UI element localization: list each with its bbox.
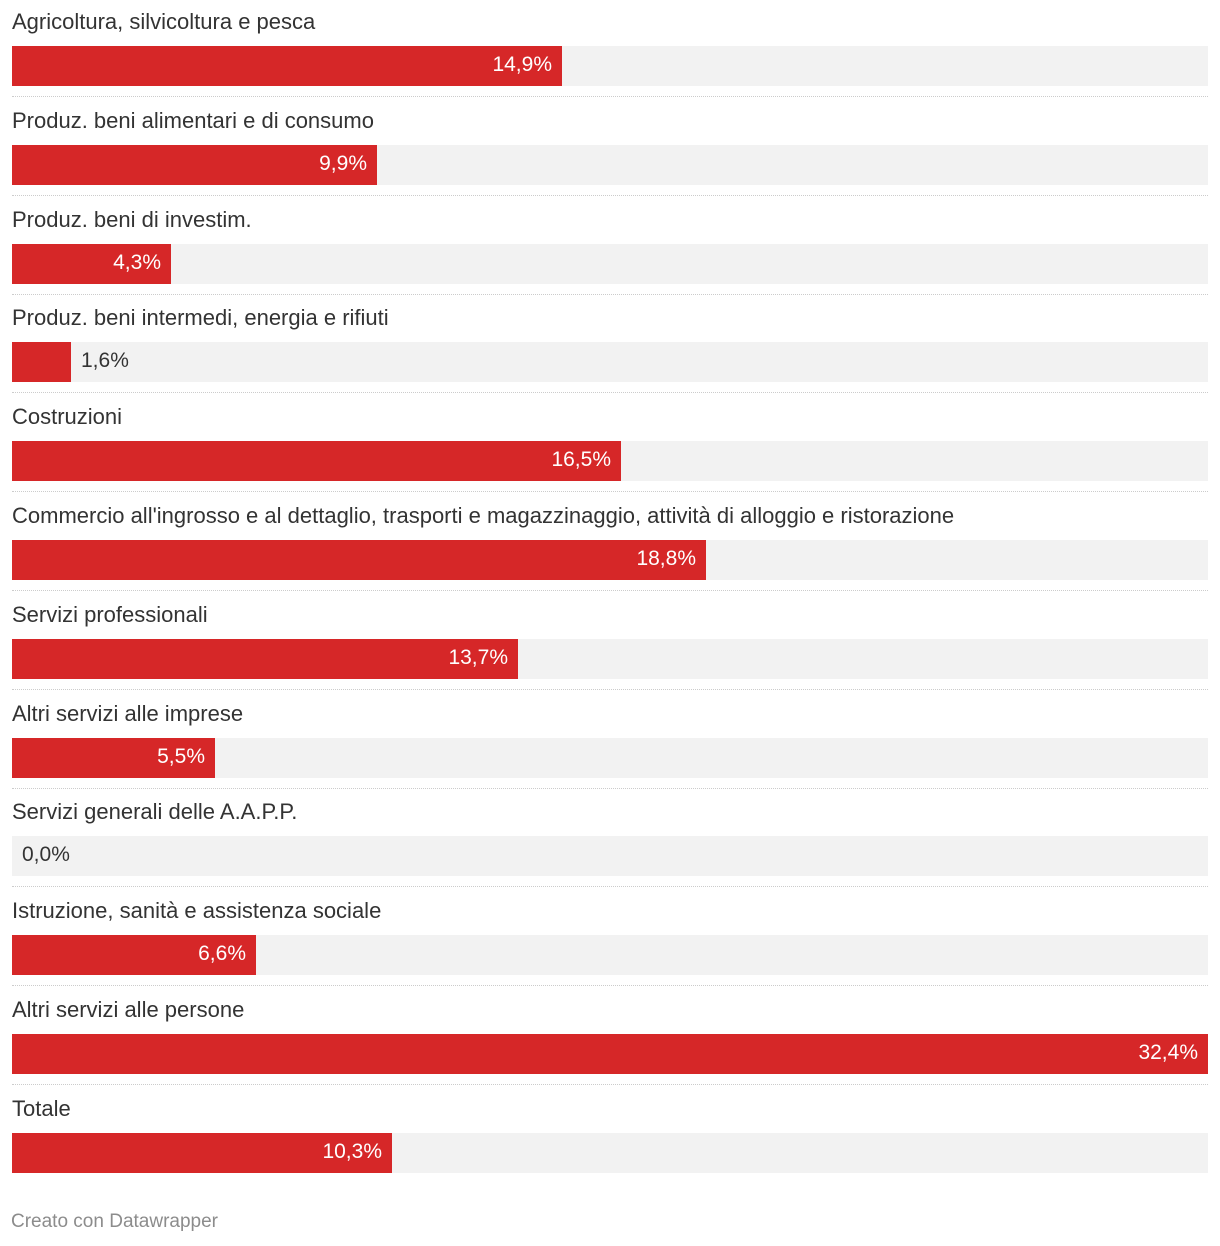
row-separator bbox=[12, 194, 1208, 196]
chart-row: Servizi professionali 13,7% bbox=[12, 593, 1208, 692]
chart-row: Produz. beni alimentari e di consumo 9,9% bbox=[12, 99, 1208, 198]
bar-track: 9,9% bbox=[12, 144, 1208, 185]
bar-track: 4,3% bbox=[12, 243, 1208, 284]
value-label: 5,5% bbox=[157, 744, 205, 768]
bar-track: 13,7% bbox=[12, 638, 1208, 679]
row-separator bbox=[12, 589, 1208, 591]
chart-row: Istruzione, sanità e assistenza sociale 6… bbox=[12, 889, 1208, 988]
category-label: Altri servizi alle imprese bbox=[12, 700, 244, 726]
value-label: 32,4% bbox=[1138, 1040, 1198, 1064]
chart-row: Servizi generali delle A.A.P.P. 0,0% bbox=[12, 790, 1208, 889]
category-label: Istruzione, sanità e assistenza sociale bbox=[12, 898, 382, 924]
bar bbox=[12, 935, 256, 976]
footer-credit[interactable]: Creato con Datawrapper bbox=[11, 1211, 218, 1232]
category-label: Produz. beni intermedi, energia e rifiut… bbox=[12, 305, 389, 331]
bar-track: 5,5% bbox=[12, 737, 1208, 778]
value-label: 13,7% bbox=[448, 645, 508, 669]
bar bbox=[12, 342, 71, 383]
bar bbox=[12, 737, 215, 778]
value-label: 10,3% bbox=[322, 1139, 382, 1163]
bar-track: 16,5% bbox=[12, 441, 1208, 482]
value-label: 18,8% bbox=[636, 546, 696, 570]
chart-row: Altri servizi alle imprese 5,5% bbox=[12, 692, 1208, 791]
category-label: Commercio all'ingrosso e al dettaglio, t… bbox=[12, 502, 955, 528]
row-separator bbox=[12, 886, 1208, 888]
bar-track: 0,0% bbox=[12, 836, 1208, 877]
category-label: Costruzioni bbox=[12, 404, 123, 430]
value-label: 0,0% bbox=[22, 843, 70, 867]
bar bbox=[12, 441, 621, 482]
row-separator bbox=[12, 688, 1208, 690]
bar bbox=[12, 243, 171, 284]
chart-row: Produz. beni di investim. 4,3% bbox=[12, 198, 1208, 297]
bar bbox=[12, 46, 562, 86]
value-label: 14,9% bbox=[492, 53, 552, 76]
value-label: 9,9% bbox=[319, 151, 367, 175]
bar bbox=[12, 1033, 1208, 1074]
category-label: Totale bbox=[12, 1095, 71, 1121]
bar bbox=[12, 1132, 392, 1173]
chart-row: Altri servizi alle persone 32,4% bbox=[12, 988, 1208, 1087]
chart-row: Produz. beni intermedi, energia e rifiut… bbox=[12, 296, 1208, 395]
bar-track: 32,4% bbox=[12, 1033, 1208, 1074]
value-label: 4,3% bbox=[113, 250, 161, 274]
bar bbox=[12, 539, 706, 580]
bar-chart: Agricoltura, silvicoltura e pesca 14,9% Pr… bbox=[12, 0, 1208, 1186]
value-label: 1,6% bbox=[81, 349, 129, 373]
category-label: Servizi professionali bbox=[12, 601, 208, 627]
row-separator bbox=[12, 787, 1208, 789]
bar-track: 10,3% bbox=[12, 1132, 1208, 1173]
chart-row: Commercio all'ingrosso e al dettaglio, t… bbox=[12, 494, 1208, 593]
row-separator bbox=[12, 985, 1208, 987]
bar-track: 14,9% bbox=[12, 46, 1208, 86]
bar bbox=[12, 144, 377, 185]
bar-track: 1,6% bbox=[12, 342, 1208, 383]
category-label: Servizi generali delle A.A.P.P. bbox=[12, 799, 298, 825]
row-separator bbox=[12, 96, 1208, 97]
bar bbox=[12, 638, 518, 679]
row-separator bbox=[12, 293, 1208, 295]
category-label: Produz. beni di investim. bbox=[12, 206, 252, 232]
row-separator bbox=[12, 392, 1208, 394]
chart-row: Costruzioni 16,5% bbox=[12, 395, 1208, 494]
value-label: 6,6% bbox=[198, 942, 246, 966]
row-separator bbox=[12, 1083, 1208, 1085]
bar-track: 6,6% bbox=[12, 935, 1208, 976]
chart-row: Agricoltura, silvicoltura e pesca 14,9% bbox=[12, 0, 1208, 99]
row-separator bbox=[12, 491, 1208, 493]
bar-track: 18,8% bbox=[12, 539, 1208, 580]
chart-row: Totale 10,3% bbox=[12, 1087, 1208, 1186]
category-label: Altri servizi alle persone bbox=[12, 996, 245, 1022]
category-label: Agricoltura, silvicoltura e pesca bbox=[12, 9, 316, 34]
value-label: 16,5% bbox=[551, 448, 611, 472]
category-label: Produz. beni alimentari e di consumo bbox=[12, 107, 374, 133]
